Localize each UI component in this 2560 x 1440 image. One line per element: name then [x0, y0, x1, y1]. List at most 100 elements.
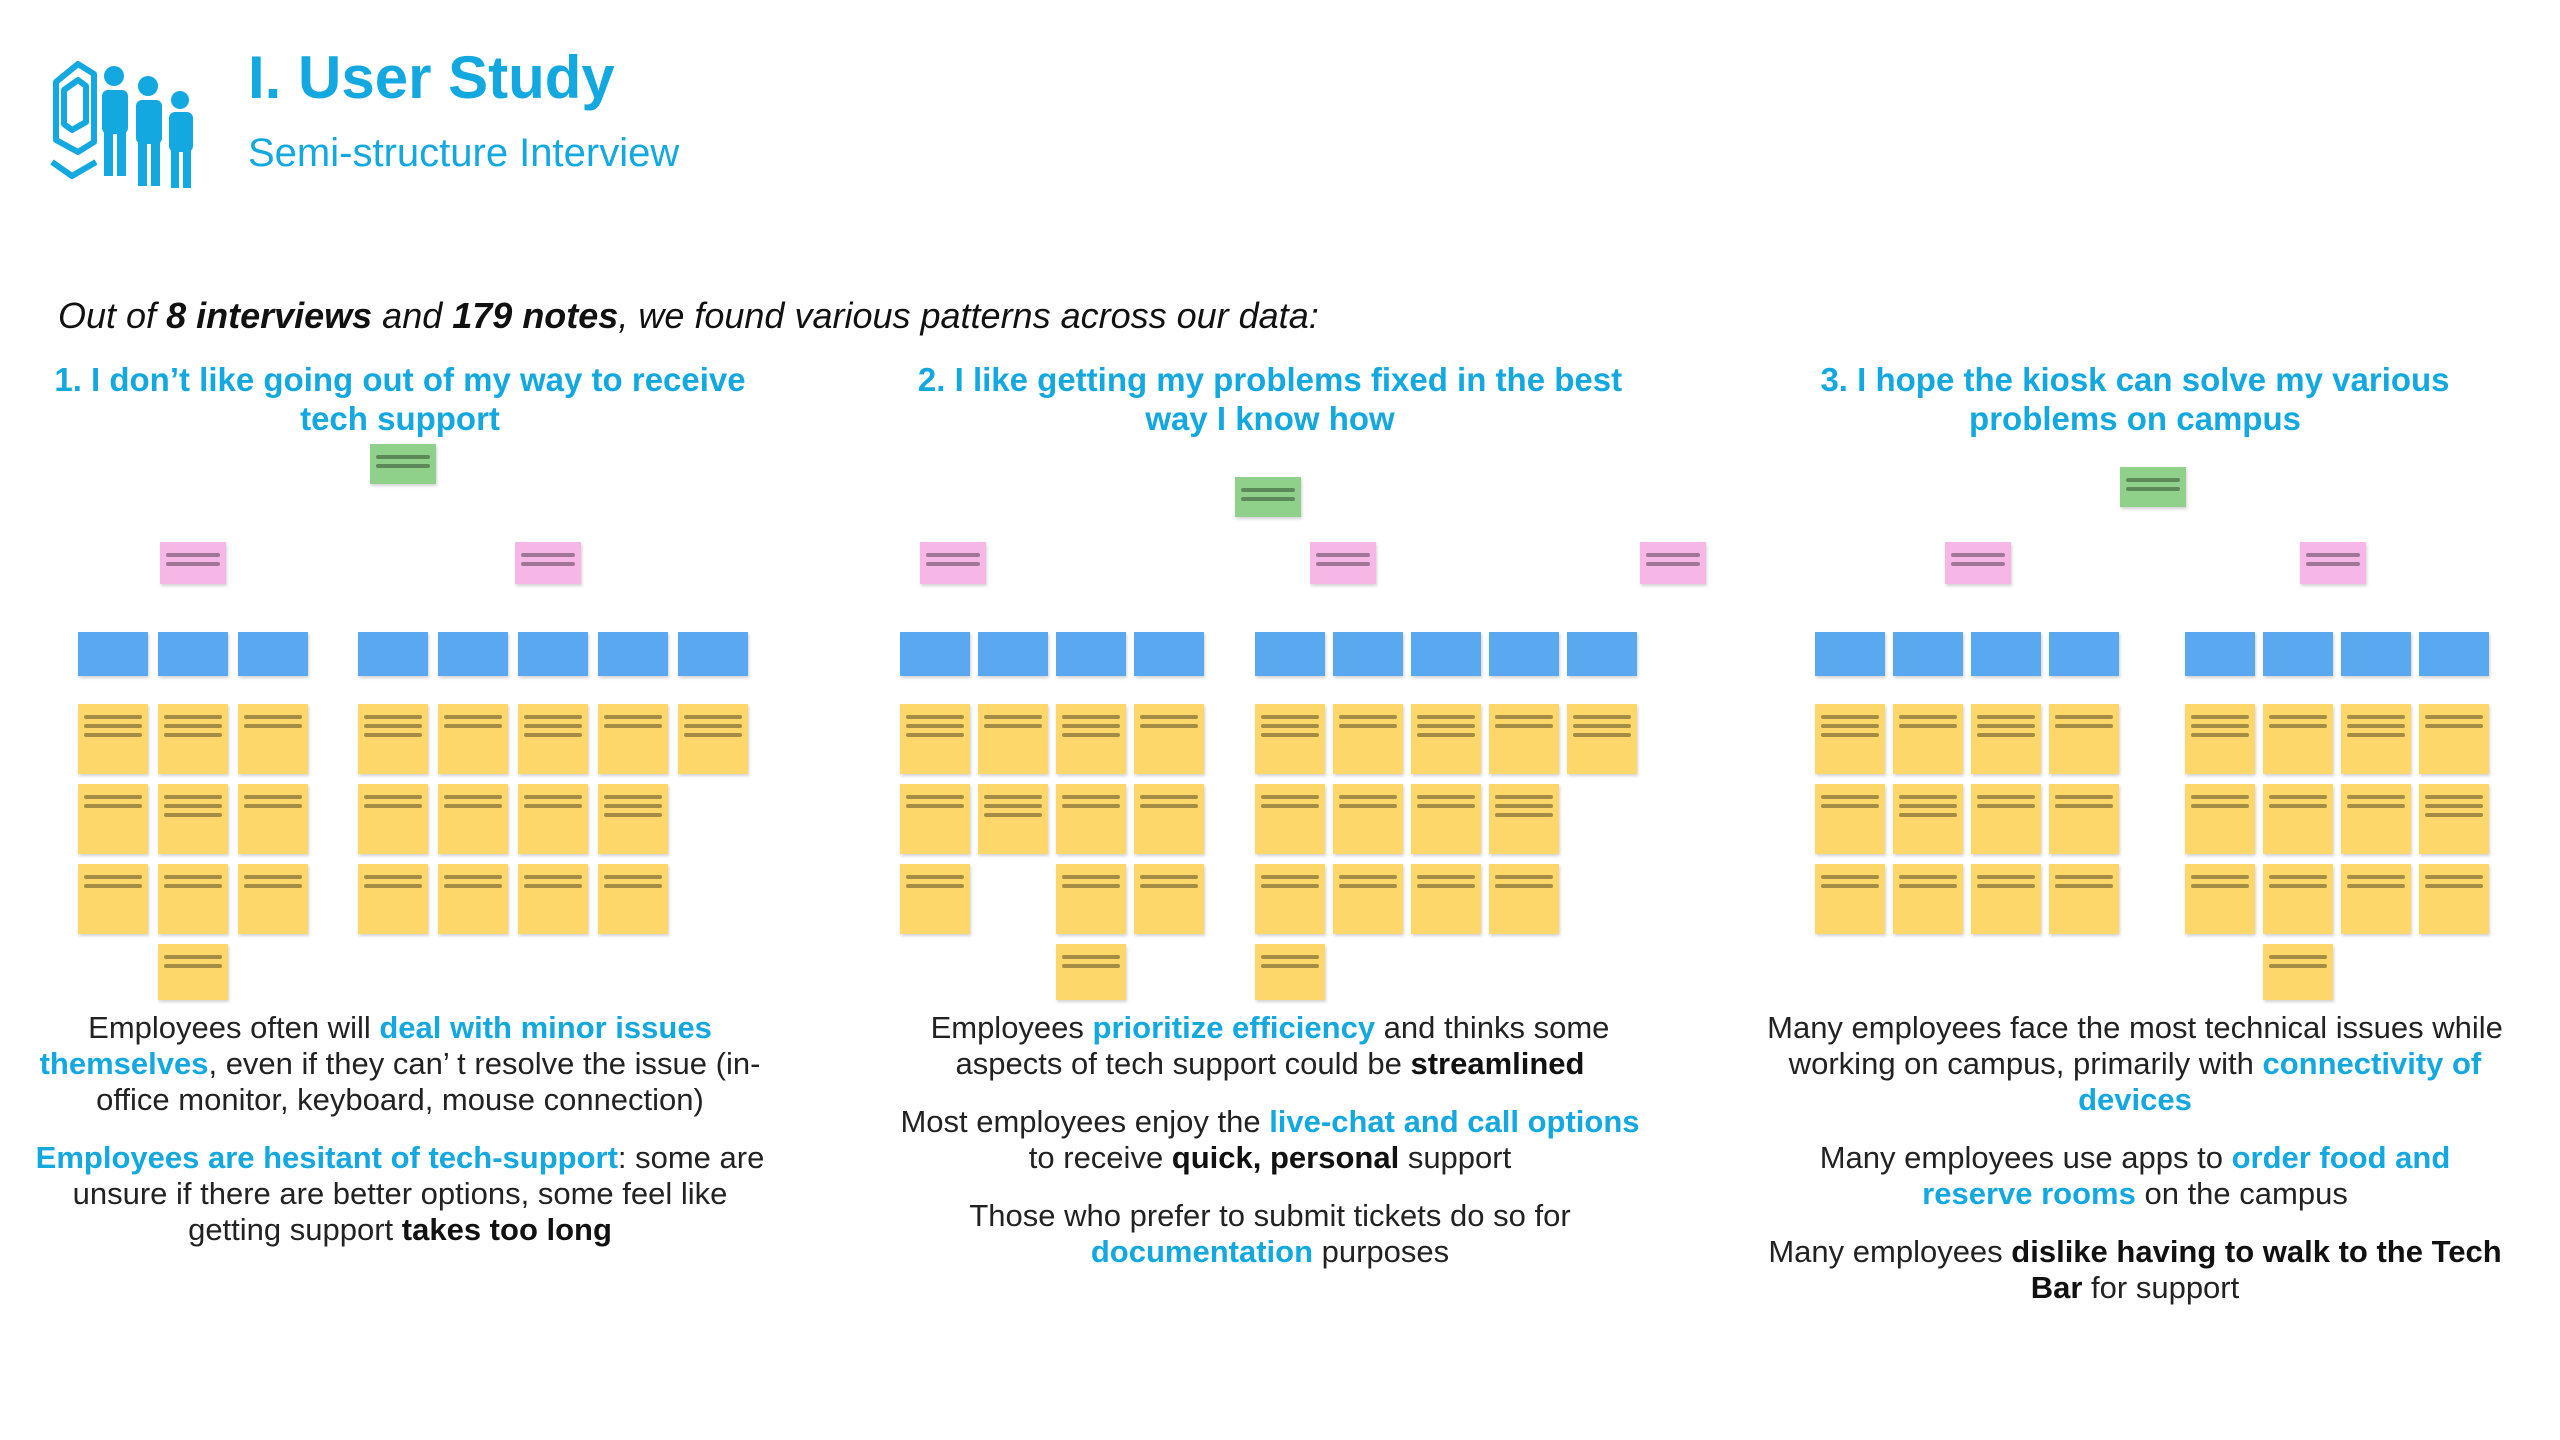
sticky-note — [158, 864, 228, 934]
sticky-note — [2049, 704, 2119, 774]
sticky-note — [1255, 944, 1325, 1000]
finding-highlight: documentation — [1090, 1234, 1314, 1269]
sticky-note — [2419, 704, 2489, 774]
finding: Many employees dislike having to walk to… — [1765, 1234, 2505, 1306]
sticky-note-group — [900, 632, 970, 676]
sticky-note — [978, 784, 1048, 854]
page-title: I. User Study — [248, 44, 615, 111]
finding: Many employees face the most technical i… — [1765, 1010, 2505, 1118]
sticky-note-group — [2419, 632, 2489, 676]
intro-prefix: Out of — [58, 295, 167, 336]
sticky-note — [78, 784, 148, 854]
sticky-note-category — [1310, 542, 1376, 584]
sticky-note — [2419, 784, 2489, 854]
sticky-note-group — [1411, 632, 1481, 676]
sticky-note-group — [1971, 632, 2041, 676]
sticky-note-group — [78, 632, 148, 676]
sticky-note — [1134, 704, 1204, 774]
finding-text: for support — [2082, 1270, 2240, 1305]
affinity-board-2 — [900, 442, 1706, 1002]
finding-bold: takes too long — [401, 1212, 612, 1247]
sticky-note-group — [598, 632, 668, 676]
sticky-note — [2419, 864, 2489, 934]
findings-1: Employees often will deal with minor iss… — [30, 1010, 770, 1248]
sticky-note — [1971, 704, 2041, 774]
findings-3: Many employees face the most technical i… — [1765, 1010, 2505, 1306]
sticky-note — [1056, 784, 1126, 854]
finding-highlight: order food and reserve rooms — [1922, 1140, 2451, 1211]
sticky-note-group — [978, 632, 1048, 676]
sticky-note — [2185, 704, 2255, 774]
sticky-note-theme — [370, 444, 436, 484]
pattern-column-1: 1. I don’t like going out of my way to r… — [30, 360, 770, 1270]
finding: Most employees enjoy the live-chat and c… — [900, 1104, 1640, 1176]
sticky-note — [518, 704, 588, 774]
sticky-note — [678, 704, 748, 774]
sticky-note-category — [920, 542, 986, 584]
sticky-note — [438, 864, 508, 934]
kiosk-people-icon — [50, 61, 193, 188]
finding-highlight: deal with minor issues themselves — [39, 1010, 712, 1081]
sticky-note-group — [438, 632, 508, 676]
sticky-note-group — [2263, 632, 2333, 676]
sticky-note — [238, 704, 308, 774]
intro-suffix: , we found various patterns across our d… — [618, 295, 1319, 336]
finding: Employees are hesitant of tech-support: … — [30, 1140, 770, 1248]
sticky-note-group — [518, 632, 588, 676]
sticky-note — [1893, 864, 1963, 934]
sticky-note — [1411, 784, 1481, 854]
sticky-note-group — [358, 632, 428, 676]
sticky-note — [2049, 784, 2119, 854]
finding-text: Those who prefer to submit tickets do so… — [969, 1198, 1571, 1233]
pattern-title-3: 3. I hope the kiosk can solve my various… — [1820, 361, 2450, 437]
sticky-note — [1056, 944, 1126, 1000]
sticky-note-group — [1056, 632, 1126, 676]
header: I. User Study Semi-structure Interview — [48, 42, 1448, 202]
sticky-note — [2341, 784, 2411, 854]
sticky-note — [1971, 864, 2041, 934]
sticky-note-group — [2341, 632, 2411, 676]
sticky-note-category — [515, 542, 581, 584]
sticky-note — [78, 704, 148, 774]
page-subtitle: Semi-structure Interview — [248, 131, 680, 175]
finding: Employees prioritize efficiency and thin… — [900, 1010, 1640, 1082]
finding-text: support — [1399, 1140, 1512, 1175]
sticky-note-theme — [2120, 467, 2186, 507]
sticky-note — [2263, 944, 2333, 1000]
sticky-note-category — [2300, 542, 2366, 584]
sticky-note — [158, 944, 228, 1000]
sticky-note-group — [678, 632, 748, 676]
sticky-note — [1255, 784, 1325, 854]
sticky-note — [1893, 784, 1963, 854]
sticky-note — [1333, 784, 1403, 854]
sticky-note — [2341, 704, 2411, 774]
finding-highlight: Employees are hesitant of tech-support — [35, 1140, 618, 1175]
sticky-note — [598, 784, 668, 854]
sticky-note — [598, 864, 668, 934]
sticky-note — [438, 704, 508, 774]
sticky-note — [1134, 784, 1204, 854]
affinity-board-1 — [30, 442, 770, 1002]
affinity-board-3 — [1765, 442, 2505, 1002]
sticky-note — [2185, 864, 2255, 934]
pattern-title-1: 1. I don’t like going out of my way to r… — [54, 361, 746, 437]
sticky-note — [1815, 864, 1885, 934]
finding-text: Many employees — [1768, 1234, 2012, 1269]
finding-text: Many employees face the most technical i… — [1767, 1010, 2503, 1081]
sticky-note — [1489, 864, 1559, 934]
sticky-note — [1134, 864, 1204, 934]
pattern-column-3: 3. I hope the kiosk can solve my various… — [1765, 360, 2505, 1328]
sticky-note — [358, 864, 428, 934]
interview-count: 8 interviews — [166, 295, 373, 336]
finding-text: Many employees use apps to — [1819, 1140, 2232, 1175]
sticky-note — [2185, 784, 2255, 854]
finding: Employees often will deal with minor iss… — [30, 1010, 770, 1118]
sticky-note — [1489, 704, 1559, 774]
sticky-note — [238, 784, 308, 854]
findings-2: Employees prioritize efficiency and thin… — [900, 1010, 1640, 1270]
sticky-note — [2049, 864, 2119, 934]
sticky-note — [2341, 864, 2411, 934]
sticky-note — [598, 704, 668, 774]
sticky-note — [1815, 704, 1885, 774]
finding-text: purposes — [1313, 1234, 1450, 1269]
